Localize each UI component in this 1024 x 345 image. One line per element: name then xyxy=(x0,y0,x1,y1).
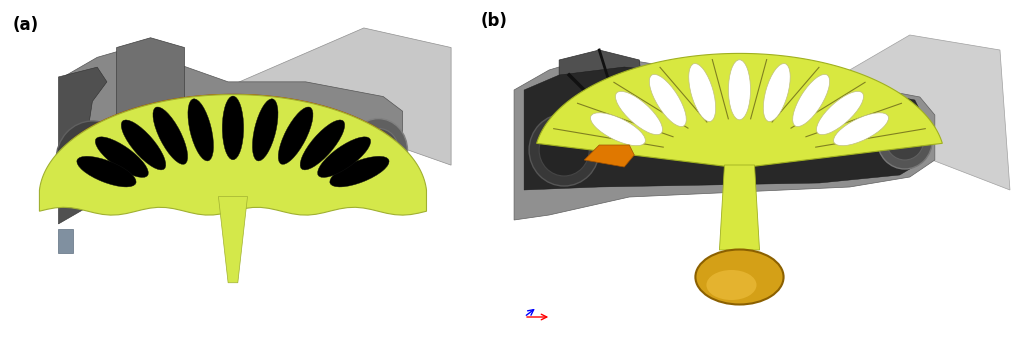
Ellipse shape xyxy=(707,270,757,300)
Ellipse shape xyxy=(77,156,136,187)
Polygon shape xyxy=(720,165,760,250)
Ellipse shape xyxy=(300,120,345,170)
Ellipse shape xyxy=(95,137,148,177)
Ellipse shape xyxy=(591,113,645,146)
Ellipse shape xyxy=(330,156,389,187)
Polygon shape xyxy=(117,38,184,121)
Polygon shape xyxy=(46,94,420,177)
Ellipse shape xyxy=(689,63,716,121)
Polygon shape xyxy=(514,55,935,220)
Ellipse shape xyxy=(793,75,829,127)
Polygon shape xyxy=(58,67,106,224)
Ellipse shape xyxy=(834,113,889,146)
Polygon shape xyxy=(218,197,248,283)
Polygon shape xyxy=(228,28,452,165)
Text: (b): (b) xyxy=(481,12,508,30)
Ellipse shape xyxy=(153,107,187,164)
Polygon shape xyxy=(537,53,942,168)
Text: (a): (a) xyxy=(13,16,39,34)
Ellipse shape xyxy=(66,132,119,189)
Polygon shape xyxy=(63,48,402,190)
Ellipse shape xyxy=(222,96,244,160)
Ellipse shape xyxy=(56,121,129,199)
Ellipse shape xyxy=(188,99,213,161)
Ellipse shape xyxy=(763,63,791,121)
Ellipse shape xyxy=(358,128,398,172)
Ellipse shape xyxy=(539,124,589,176)
Ellipse shape xyxy=(615,91,663,135)
Polygon shape xyxy=(524,67,925,190)
Ellipse shape xyxy=(317,137,371,177)
Ellipse shape xyxy=(695,249,783,305)
Ellipse shape xyxy=(253,99,278,161)
Polygon shape xyxy=(790,35,1010,190)
Ellipse shape xyxy=(878,111,932,169)
Bar xyxy=(58,229,73,253)
Ellipse shape xyxy=(529,114,599,186)
Ellipse shape xyxy=(279,107,313,164)
Polygon shape xyxy=(585,145,634,167)
Ellipse shape xyxy=(728,60,751,120)
Polygon shape xyxy=(559,50,644,130)
Polygon shape xyxy=(40,95,426,215)
Ellipse shape xyxy=(886,120,924,160)
Ellipse shape xyxy=(121,120,166,170)
Ellipse shape xyxy=(349,119,408,182)
Ellipse shape xyxy=(649,75,686,127)
Ellipse shape xyxy=(816,91,863,135)
